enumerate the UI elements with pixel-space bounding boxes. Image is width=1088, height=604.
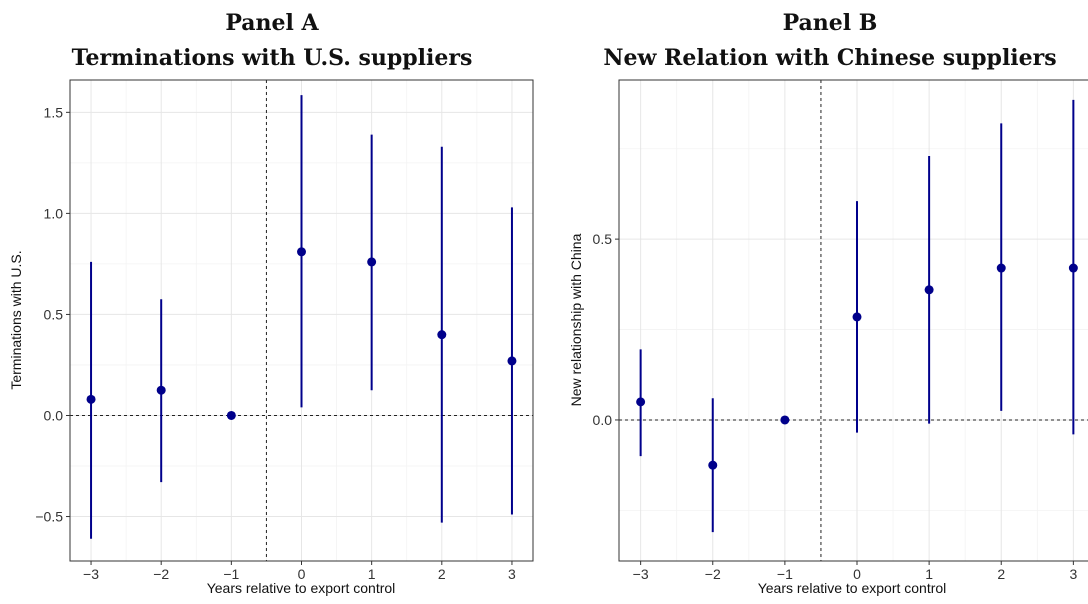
panel-a-point	[367, 257, 377, 267]
panel-b-x-tick-label: 3	[1069, 566, 1077, 582]
panel-a-point	[226, 410, 236, 420]
panel-b-reference-lines	[619, 80, 1088, 561]
panel-a-title: Terminations with U.S. suppliers	[72, 45, 473, 71]
panel-b-point	[636, 397, 646, 407]
panel-b-label: Panel B	[783, 10, 878, 36]
panel-a-point	[297, 247, 306, 257]
panel-a-point	[156, 385, 166, 395]
panel-a-x-tick-label: 2	[438, 566, 446, 582]
panel-a-x-axis-label: Years relative to export control	[207, 580, 396, 596]
panel-b-y-tick-label: 0.5	[593, 231, 613, 247]
panel-b-frame	[618, 79, 1088, 562]
panel-b-point	[924, 285, 934, 295]
panel-b-title: New Relation with Chinese suppliers	[603, 45, 1056, 71]
panel-b-y-axis-label: New relationship with China	[568, 233, 584, 406]
panel-a-x-tick-label: −1	[223, 566, 239, 582]
panel-a-y-axis-label: Terminations with U.S.	[8, 250, 24, 389]
panel-b-grid	[619, 80, 1088, 561]
panel-b-point	[708, 460, 718, 470]
panel-a-point	[437, 330, 447, 340]
panel-b-x-tick-label: −1	[777, 566, 793, 582]
panel-b-marks	[636, 99, 1078, 533]
panel-a-x-tick-label: −2	[153, 566, 169, 582]
panel-a-y-tick-label: −0.5	[35, 509, 63, 525]
panel-a-y-tick-label: 1.0	[44, 205, 64, 221]
panel-a-point	[507, 356, 517, 366]
panel-a-y-tick-label: 0.0	[44, 407, 64, 423]
panel-a-label: Panel A	[225, 10, 319, 36]
panel-b-x-ticks: −3 −2 −1 0 1 2 3	[633, 561, 1077, 582]
panel-a-marks	[86, 95, 517, 539]
panel-b-point	[996, 263, 1006, 273]
panel-b-x-axis-label: Years relative to export control	[758, 580, 947, 596]
panel-b-x-tick-label: 2	[997, 566, 1005, 582]
panel-a-reference-lines	[70, 80, 533, 561]
panel-a-x-ticks: −3 −2 −1 0 1 2 3	[83, 561, 516, 582]
panel-b-y-ticks: 0.0 0.5	[593, 231, 619, 428]
panel-a: Panel A Terminations with U.S. suppliers…	[8, 10, 534, 596]
panel-b-x-tick-label: −3	[633, 566, 649, 582]
panel-a-x-tick-label: 3	[508, 566, 516, 582]
panel-b-point	[780, 415, 790, 425]
panel-b-y-tick-label: 0.0	[593, 412, 613, 428]
panel-b-x-tick-label: 0	[853, 566, 861, 582]
panel-a-x-tick-label: −3	[83, 566, 99, 582]
panel-a-y-ticks: −0.5 0.0 0.5 1.0 1.5	[35, 104, 70, 525]
panel-a-y-tick-label: 0.5	[44, 306, 64, 322]
panel-b-point	[1068, 263, 1078, 273]
panel-a-x-tick-label: 1	[368, 566, 376, 582]
panel-b-x-tick-label: 1	[925, 566, 933, 582]
panel-a-x-tick-label: 0	[298, 566, 306, 582]
panel-b: Panel B New Relation with Chinese suppli…	[568, 10, 1088, 596]
panel-b-point	[852, 312, 862, 322]
panel-a-y-tick-label: 1.5	[44, 104, 64, 120]
panel-a-point	[86, 394, 96, 404]
panel-b-x-tick-label: −2	[705, 566, 721, 582]
